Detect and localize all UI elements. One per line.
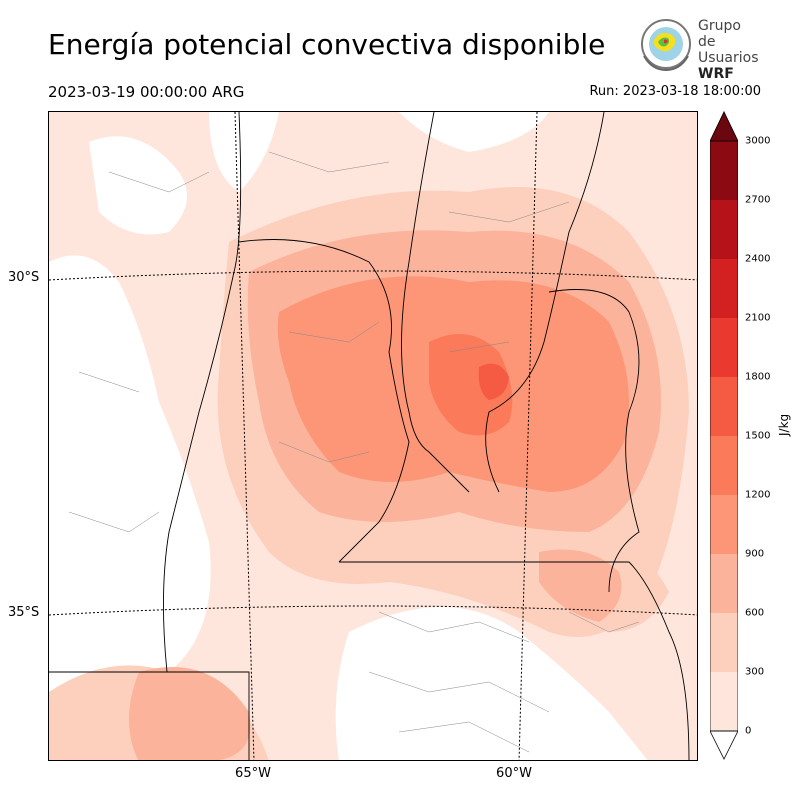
parallel-35s <box>49 605 697 616</box>
colorbar-extend-top <box>710 111 738 141</box>
colorbar <box>710 111 738 760</box>
colorbar-swatch-0 <box>710 672 738 731</box>
run-time: Run: 2023-03-18 18:00:00 <box>589 84 761 99</box>
wrf-globe-icon <box>641 19 691 72</box>
colorbar-tick-2400: 2400 <box>745 253 771 265</box>
colorbar-swatch-9 <box>710 141 738 200</box>
province-border-south <box>339 561 690 760</box>
colorbar-tick-1800: 1800 <box>745 371 771 383</box>
province-border-mesopotamia <box>548 289 640 593</box>
colorbar-swatch-5 <box>710 377 738 436</box>
logo-text: Grupo de Usuarios WRF <box>698 18 762 82</box>
colorbar-swatch-2 <box>710 554 738 613</box>
colorbar-tick-3000: 3000 <box>745 135 771 147</box>
colorbar-swatch-7 <box>710 259 738 318</box>
province-border-southwest <box>49 671 250 760</box>
map-boundaries <box>49 112 697 760</box>
province-border-west <box>163 112 242 673</box>
colorbar-tick-1200: 1200 <box>745 489 771 501</box>
colorbar-swatch-4 <box>710 436 738 495</box>
lat-label-35s: 35°S <box>8 605 40 620</box>
province-border-east <box>401 112 470 493</box>
logo-line-3: WRF <box>698 66 734 82</box>
colorbar-tick-2100: 2100 <box>745 312 771 324</box>
colorbar-swatch-1 <box>710 613 738 672</box>
colorbar-extend-bottom <box>710 730 738 760</box>
colorbar-tick-0: 0 <box>745 725 752 737</box>
logo-line-1: Grupo de <box>698 18 741 50</box>
colorbar-unit-label: J/kg <box>777 413 791 436</box>
meridian-60w <box>518 112 538 760</box>
colorbar-tick-900: 900 <box>745 548 765 560</box>
colorbar-tick-300: 300 <box>745 666 765 678</box>
province-border-central <box>238 239 410 563</box>
colorbar-tick-1500: 1500 <box>745 430 771 442</box>
colorbar-swatch-3 <box>710 495 738 554</box>
province-border-northeast <box>485 112 605 493</box>
parallel-30s <box>49 270 697 281</box>
logo-line-2: Usuarios <box>698 50 759 66</box>
lat-label-30s: 30°S <box>8 270 40 285</box>
lon-label-65w: 65°W <box>235 766 271 781</box>
wrf-logo: Grupo de Usuarios WRF <box>638 16 762 82</box>
map-title: Energía potencial convectiva disponible <box>48 28 606 61</box>
colorbar-swatch-6 <box>710 318 738 377</box>
valid-time: 2023-03-19 00:00:00 ARG <box>48 83 245 101</box>
cape-map <box>48 111 698 761</box>
colorbar-tick-600: 600 <box>745 607 765 619</box>
colorbar-swatch-8 <box>710 200 738 259</box>
colorbar-tick-2700: 2700 <box>745 194 771 206</box>
lon-label-60w: 60°W <box>496 766 532 781</box>
meridian-65w <box>234 112 255 760</box>
